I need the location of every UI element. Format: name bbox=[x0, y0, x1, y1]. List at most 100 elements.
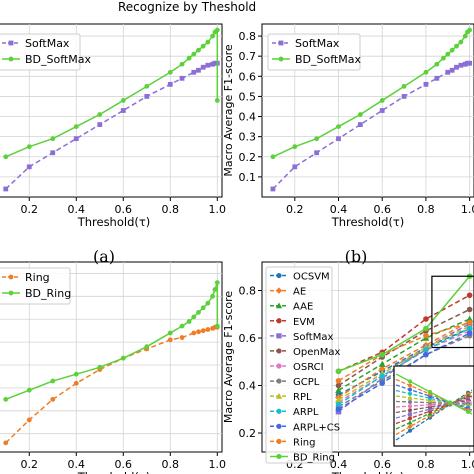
series-point bbox=[335, 377, 342, 384]
series-point bbox=[335, 368, 342, 375]
series-group bbox=[3, 280, 220, 446]
x-tick-label: 0.8 bbox=[417, 458, 435, 471]
legend-entry: EVM bbox=[293, 317, 315, 328]
series-point bbox=[336, 124, 341, 129]
x-tick-label: 0.8 bbox=[417, 203, 435, 216]
x-axis-label: Threshold(τ) bbox=[77, 215, 151, 229]
chart-panel-d: 0.20.40.60.81.00.20.40.60.8Threshold(τ)M… bbox=[222, 261, 474, 474]
legend-entry: BD_SoftMax bbox=[295, 53, 361, 66]
series-point bbox=[423, 316, 429, 322]
zoom-inset-point bbox=[407, 419, 413, 425]
zoom-inset-point bbox=[408, 412, 412, 417]
legend-entry: ARPL+CS bbox=[293, 422, 340, 433]
legend-entry: BD_SoftMax bbox=[25, 53, 91, 66]
x-axis-label: Threshold(τ) bbox=[331, 470, 405, 474]
x-tick-label: 1.0 bbox=[209, 458, 227, 471]
x-tick-label: 0.6 bbox=[373, 458, 391, 471]
series-line-rpl bbox=[338, 325, 470, 401]
series-point bbox=[214, 280, 220, 286]
series-point bbox=[205, 327, 211, 332]
legend-entry: SoftMax bbox=[25, 37, 70, 50]
series-point bbox=[335, 401, 342, 408]
legend-swatch-marker bbox=[275, 392, 283, 399]
zoom-inset-point bbox=[408, 379, 412, 384]
series-point bbox=[196, 67, 201, 73]
zoom-inset-point bbox=[407, 395, 413, 400]
legend-swatch-marker bbox=[276, 272, 282, 279]
legend-swatch-marker bbox=[276, 333, 282, 339]
x-tick-label: 0.2 bbox=[21, 458, 39, 471]
x-axis-label: Threshold(τ) bbox=[77, 470, 151, 474]
zoom-inset-point bbox=[408, 387, 412, 392]
legend-swatch-marker bbox=[275, 287, 283, 294]
series-point bbox=[167, 69, 173, 75]
legend-entry: BD_Ring bbox=[293, 452, 335, 463]
x-tick-label: 0.6 bbox=[115, 458, 133, 471]
legend-swatch-marker bbox=[276, 423, 282, 429]
series-point bbox=[458, 39, 464, 45]
series-point bbox=[26, 387, 32, 393]
legend-swatch-marker bbox=[276, 318, 282, 324]
series-point bbox=[3, 186, 9, 192]
series-point bbox=[467, 27, 473, 33]
series-point bbox=[200, 43, 206, 49]
series-point bbox=[191, 69, 197, 75]
x-tick-label: 0.4 bbox=[68, 203, 86, 216]
series-point bbox=[434, 61, 440, 67]
series-point bbox=[214, 27, 220, 33]
y-tick-label: 0.1 bbox=[239, 171, 257, 184]
series-point bbox=[120, 98, 126, 103]
series-point bbox=[434, 75, 440, 81]
series-point bbox=[196, 309, 201, 315]
series-point bbox=[50, 136, 56, 142]
zoom-inset-point bbox=[407, 424, 413, 430]
x-tick-label: 0.4 bbox=[330, 458, 348, 471]
series-point bbox=[144, 344, 150, 350]
series-point bbox=[445, 51, 451, 57]
legend-swatch-marker bbox=[8, 56, 14, 62]
x-tick-label: 0.4 bbox=[330, 203, 348, 216]
x-tick-label: 1.0 bbox=[209, 203, 227, 216]
series-point bbox=[26, 164, 32, 170]
legend-swatch-marker bbox=[276, 453, 282, 460]
series-point bbox=[423, 332, 429, 339]
figure-header-text: Recognize by Theshold bbox=[118, 0, 256, 14]
series-point bbox=[191, 330, 197, 336]
series-point bbox=[466, 330, 473, 337]
series-point bbox=[200, 328, 206, 334]
series-line-osrci bbox=[338, 330, 470, 403]
legend-box bbox=[265, 266, 333, 464]
x-tick-label: 0.4 bbox=[68, 458, 86, 471]
series-point bbox=[378, 365, 386, 373]
series-line-arpl bbox=[338, 327, 470, 406]
legend-entry: ARPL bbox=[293, 407, 319, 418]
legend-swatch-marker bbox=[8, 290, 14, 296]
zoom-connector-line bbox=[393, 347, 433, 367]
series-point bbox=[191, 314, 197, 320]
x-tick-label: 0.8 bbox=[162, 203, 180, 216]
panel-label-a: (a) bbox=[93, 247, 115, 266]
series-point bbox=[200, 64, 206, 70]
legend-entry: OpenMax bbox=[293, 347, 340, 358]
legend-box bbox=[0, 33, 81, 71]
legend-entry: AAE bbox=[293, 302, 313, 313]
series-line-aae bbox=[338, 318, 470, 391]
zoom-inset-point bbox=[428, 407, 432, 412]
series-line-bd-ring bbox=[338, 275, 471, 372]
y-tick-label: 0.6 bbox=[239, 70, 257, 83]
series-point bbox=[179, 61, 185, 67]
series-point bbox=[466, 325, 473, 332]
series-point bbox=[97, 112, 103, 117]
series-point bbox=[73, 124, 79, 129]
series-point bbox=[401, 83, 407, 89]
zoom-inset-point bbox=[408, 391, 412, 396]
series-line-openmax bbox=[338, 308, 470, 387]
series-line-ring bbox=[5, 326, 218, 444]
legend-swatch-marker bbox=[278, 40, 284, 46]
series-point bbox=[120, 108, 126, 113]
zoom-inset-point bbox=[408, 416, 412, 421]
series-point bbox=[379, 380, 386, 386]
legend-entry: OCSVM bbox=[293, 272, 330, 283]
y-tick-label: 0.4 bbox=[239, 380, 257, 393]
